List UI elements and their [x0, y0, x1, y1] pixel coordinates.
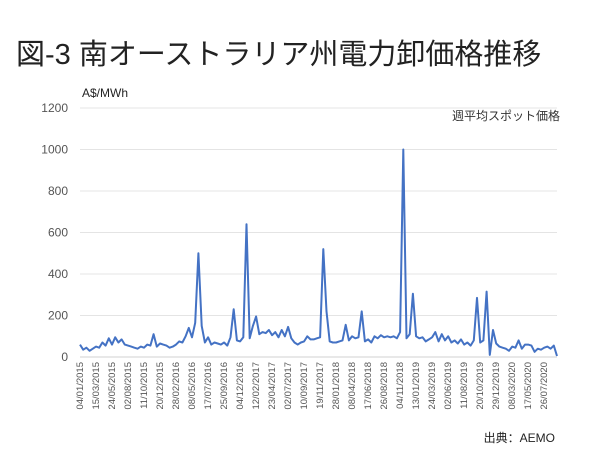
x-tick-label: 08/03/2020: [507, 362, 518, 410]
x-tick-label: 20/12/2015: [155, 362, 166, 410]
x-tick-label: 04/01/2015: [75, 362, 86, 410]
x-tick-label: 12/02/2017: [251, 362, 262, 410]
x-tick-label: 08/05/2016: [187, 362, 198, 410]
x-tick-label: 10/09/2017: [299, 362, 310, 410]
x-tick-label: 04/12/2016: [235, 362, 246, 410]
x-tick-label: 02/06/2019: [443, 362, 454, 410]
x-tick-label: 02/08/2015: [123, 362, 134, 410]
x-tick-label: 28/01/2018: [331, 362, 342, 410]
chart-title: 図-3 南オーストラリア州電力卸価格推移: [16, 38, 541, 71]
x-tick-label: 04/11/2018: [395, 362, 406, 409]
legend-label: 週平均スポット価格: [452, 108, 560, 123]
x-tick-label: 13/01/2019: [411, 362, 422, 410]
y-axis-unit: A$/MWh: [82, 86, 128, 100]
x-tick-label: 08/04/2018: [347, 362, 358, 410]
y-tick-label: 600: [48, 226, 68, 240]
x-tick-label: 24/05/2015: [107, 362, 118, 410]
x-tick-label: 24/03/2019: [427, 362, 438, 410]
y-tick-label: 200: [48, 309, 68, 323]
x-tick-label: 26/08/2018: [379, 362, 390, 410]
y-tick-label: 1000: [41, 143, 68, 157]
x-tick-label: 29/12/2019: [491, 362, 502, 410]
x-tick-label: 17/07/2016: [203, 362, 214, 410]
x-tick-label: 02/07/2017: [283, 362, 294, 410]
x-tick-label: 17/06/2018: [363, 362, 374, 410]
x-tick-label: 17/05/2020: [523, 362, 534, 410]
x-tick-label: 23/04/2017: [267, 362, 278, 410]
x-tick-label: 25/09/2016: [219, 362, 230, 410]
y-tick-label: 400: [48, 267, 68, 281]
x-tick-label: 19/11/2017: [315, 362, 326, 409]
x-tick-label: 11/08/2019: [459, 362, 470, 409]
x-tick-label: 20/10/2019: [475, 362, 486, 410]
series-line-weekly-spot-price: [79, 148, 558, 357]
y-tick-label: 1200: [41, 101, 68, 115]
x-tick-label: 28/02/2016: [171, 362, 182, 410]
source-note: 出典：AEMO: [484, 431, 555, 445]
x-tick-label: 26/07/2020: [539, 362, 550, 410]
y-tick-label: 0: [61, 350, 68, 364]
x-tick-label: 11/10/2015: [139, 362, 150, 409]
x-tick-label: 15/03/2015: [91, 362, 102, 410]
y-tick-label: 800: [48, 184, 68, 198]
